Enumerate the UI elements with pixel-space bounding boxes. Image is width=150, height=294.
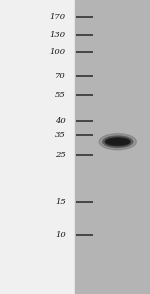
Text: 15: 15: [55, 198, 66, 206]
Bar: [0, 0, 75, 294]
Bar: [75, 0, 150, 294]
Text: 25: 25: [55, 151, 66, 159]
Text: 35: 35: [55, 131, 66, 139]
Text: 100: 100: [50, 48, 66, 56]
Text: 170: 170: [50, 13, 66, 21]
Ellipse shape: [105, 138, 130, 146]
Ellipse shape: [109, 140, 126, 144]
Text: 55: 55: [55, 91, 66, 99]
Text: 70: 70: [55, 72, 66, 80]
Ellipse shape: [99, 133, 136, 150]
Text: 130: 130: [50, 31, 66, 39]
Ellipse shape: [106, 138, 129, 145]
Text: 40: 40: [55, 116, 66, 125]
Ellipse shape: [103, 136, 133, 148]
Text: 10: 10: [55, 230, 66, 239]
